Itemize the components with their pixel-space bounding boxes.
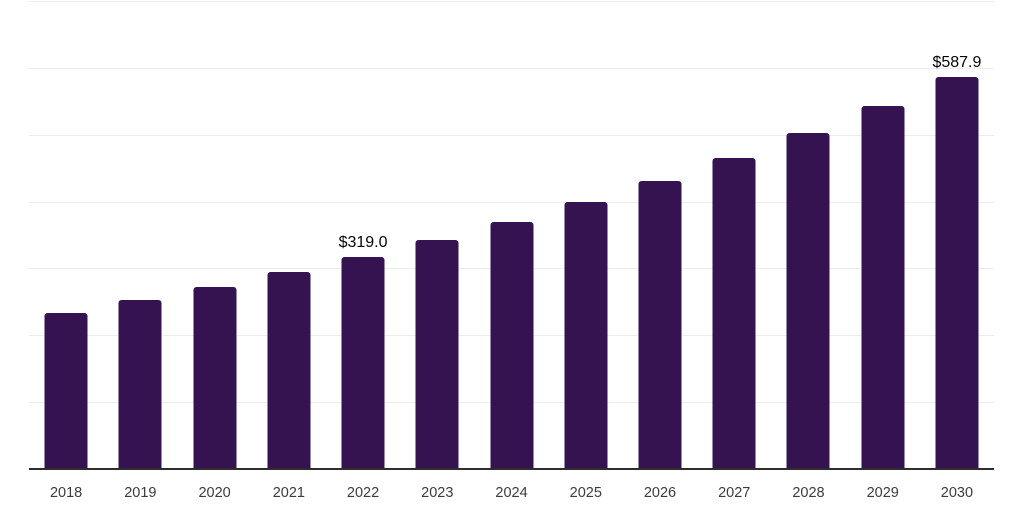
x-tick-label-2023: 2023: [421, 485, 454, 501]
bar-band: $319.0: [326, 2, 400, 470]
value-label-2022: $319.0: [338, 234, 388, 252]
x-axis-line: [29, 468, 994, 470]
x-tick-label-2019: 2019: [124, 485, 157, 501]
x-tick-label-2030: 2030: [940, 485, 974, 501]
bar-band: [29, 2, 103, 470]
gridline: [29, 201, 994, 203]
bar-2023: [415, 239, 459, 470]
gridline: [29, 1, 994, 2]
x-tick-label-2027: 2027: [718, 485, 751, 501]
bars-container: $319.0 $587.9: [29, 2, 994, 470]
bar-2030: [935, 76, 979, 470]
x-tick-label-2018: 2018: [49, 485, 83, 501]
x-axis-labels: 2018 2019 2020 2021 2022 2023 2024 2025 2026 2027…: [29, 472, 994, 501]
x-tick-label-2028: 2028: [792, 485, 825, 501]
bar-2024: [490, 221, 534, 470]
gridline: [29, 67, 994, 69]
value-label-2030: $587.9: [932, 54, 982, 72]
bar-band: [697, 2, 771, 470]
bar-2019: [118, 300, 162, 470]
plot-area: $319.0 $587.9: [29, 1, 994, 470]
bar-band: [177, 2, 251, 470]
bar-2021: [267, 272, 311, 470]
bar-band: [549, 2, 623, 470]
bar-2029: [861, 105, 905, 470]
x-tick-label-2029: 2029: [866, 485, 899, 501]
x-tick-label-2020: 2020: [198, 485, 231, 501]
x-tick-label-2024: 2024: [495, 485, 528, 501]
bar-band: [252, 2, 326, 470]
gridline: [29, 134, 994, 136]
bar-band: [623, 2, 697, 470]
bar-2028: [786, 132, 830, 470]
bar-band: [771, 2, 845, 470]
x-tick-label-2021: 2021: [272, 485, 305, 501]
bar-2020: [193, 286, 237, 470]
bar-2027: [712, 157, 756, 470]
bar-band: [474, 2, 548, 470]
bar-2026: [638, 180, 682, 470]
bar-2022: [341, 256, 385, 470]
bar-band: [846, 2, 920, 470]
x-tick-label-2022: 2022: [346, 485, 380, 501]
bar-band: [103, 2, 177, 470]
x-tick-label-2026: 2026: [643, 485, 677, 501]
bar-band: $587.9: [920, 2, 994, 470]
bar-2018: [44, 312, 88, 470]
bar-band: [400, 2, 474, 470]
bar-2025: [564, 201, 608, 470]
x-tick-label-2025: 2025: [569, 485, 602, 501]
